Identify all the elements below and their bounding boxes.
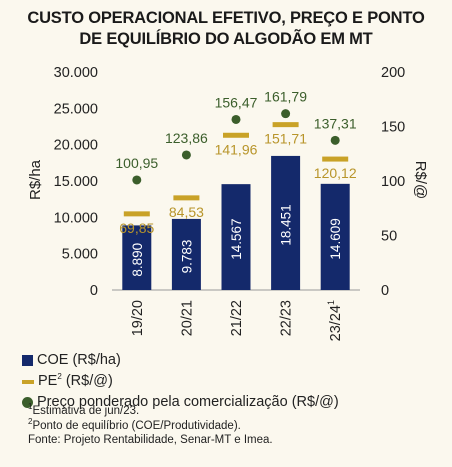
- pe-value-label: 151,71: [264, 131, 307, 147]
- preco-point: [231, 114, 241, 124]
- y-right-axis-label: R$/@: [412, 161, 429, 200]
- legend-label-pe-prefix: PE: [38, 373, 58, 389]
- pe-marker: [173, 195, 200, 201]
- x-tick-superscript: 1: [326, 300, 336, 305]
- legend-swatch-coe: [22, 355, 33, 366]
- footnote-1-text: Estimativa de jun/23.: [32, 405, 140, 417]
- bar-coe: [320, 183, 350, 290]
- y-left-tick-label: 15.000: [54, 174, 98, 190]
- bar-coe: [271, 155, 301, 290]
- x-tick-label: 21/22: [229, 300, 245, 336]
- chart-title-line-2: DE EQUILÍBRIO DO ALGODÃO EM MT: [79, 30, 373, 48]
- legend-item-preco: Preço ponderado pela comercialização (R$…: [22, 392, 339, 413]
- bar-value-label: 8.890: [130, 243, 145, 277]
- footnote-1-marker: 1: [28, 402, 33, 412]
- legend-label-pe-sup: 2: [57, 372, 62, 382]
- legend-item-pe: PE2 (R$/@): [22, 371, 339, 392]
- bar-value-label: 14.609: [328, 218, 343, 259]
- pe-value-label: 69,85: [119, 220, 154, 236]
- y-right-tick-label: 50: [381, 229, 397, 245]
- y-right-tick-label: 0: [381, 283, 389, 299]
- footnote-2-marker: 2: [28, 416, 33, 426]
- legend-label-pe: PE2 (R$/@): [38, 371, 113, 392]
- preco-value-label: 100,95: [115, 155, 158, 171]
- y-left-tick-label: 5.000: [62, 247, 98, 263]
- legend-label-pe-suffix: (R$/@): [61, 373, 113, 389]
- legend-label-coe: COE (R$/ha): [37, 352, 121, 368]
- preco-value-label: 123,86: [165, 130, 208, 146]
- y-left-tick-label: 20.000: [54, 138, 98, 154]
- y-right-tick-label: 100: [381, 174, 405, 190]
- bar-coe: [122, 225, 152, 290]
- bar-coe: [171, 218, 201, 290]
- y-right-tick-label: 200: [381, 65, 405, 81]
- y-left-tick-label: 30.000: [54, 65, 98, 81]
- x-tick-label: 20/21: [179, 300, 195, 336]
- pe-marker: [223, 132, 249, 138]
- footnote-1: 1Estimativa de jun/23.: [28, 402, 273, 419]
- source-note: Fonte: Projeto Rentabilidade, Senar-MT e…: [28, 434, 273, 446]
- footnote-2-text: Ponto de equilíbrio (COE/Produtividade).: [32, 419, 241, 432]
- y-left-tick-label: 25.000: [54, 101, 98, 117]
- legend-swatch-preco: [22, 397, 33, 408]
- preco-value-label: 137,31: [314, 115, 357, 131]
- y-left-axis-label: R$/ha: [27, 159, 44, 200]
- footnotes: 1Estimativa de jun/23. 2Ponto de equilíb…: [28, 402, 273, 448]
- preco-point: [132, 175, 142, 185]
- pe-marker: [322, 156, 349, 162]
- preco-value-label: 156,47: [215, 94, 258, 110]
- y-right-tick-label: 150: [381, 120, 405, 136]
- bar-value-label: 9.783: [179, 240, 194, 274]
- x-tick-label: 22/23: [279, 300, 295, 336]
- bar-value-label: 14.567: [229, 218, 244, 259]
- pe-value-label: 141,96: [215, 141, 258, 157]
- legend-item-coe: COE (R$/ha): [22, 350, 339, 371]
- preco-point: [181, 150, 191, 160]
- chart-title-line-1: CUSTO OPERACIONAL EFETIVO, PREÇO E PONTO: [27, 9, 425, 27]
- pe-value-label: 84,53: [169, 204, 204, 220]
- x-tick-label: 23/241: [326, 300, 344, 341]
- legend: COE (R$/ha) PE2 (R$/@) Preço ponderado p…: [22, 350, 339, 413]
- y-left-tick-label: 10.000: [54, 210, 98, 226]
- chart-title: CUSTO OPERACIONAL EFETIVO, PREÇO E PONTO…: [0, 8, 452, 50]
- y-left-tick-label: 0: [90, 283, 98, 299]
- bar-value-label: 18.451: [279, 204, 294, 245]
- pe-value-label: 120,12: [314, 165, 357, 181]
- pe-marker: [272, 122, 299, 128]
- x-tick-label: 19/20: [130, 300, 146, 336]
- preco-value-label: 161,79: [264, 89, 307, 105]
- legend-label-preco: Preço ponderado pela comercialização (R$…: [37, 394, 339, 410]
- footnote-2: 2Ponto de equilíbrio (COE/Produtividade)…: [28, 416, 273, 434]
- pe-marker: [123, 211, 150, 217]
- chart-area: 0 5.000 10.000 15.000 20.000 25.000 30.000 0 50 1…: [27, 65, 429, 341]
- bar-coe: [221, 184, 251, 290]
- preco-point: [330, 135, 340, 145]
- legend-swatch-pe: [22, 379, 34, 384]
- preco-point: [281, 109, 291, 119]
